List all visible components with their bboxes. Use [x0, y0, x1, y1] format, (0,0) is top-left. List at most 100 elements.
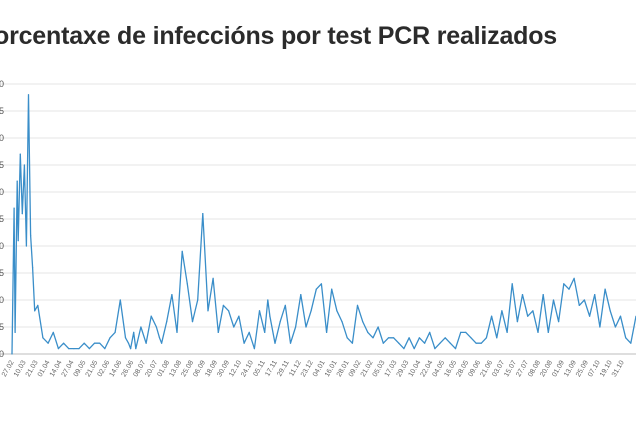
data-point — [434, 348, 436, 350]
data-point — [269, 315, 271, 317]
y-tick-labels: 0 5 10 15 20 25 30 35 40 45 50 — [0, 79, 4, 359]
data-point — [99, 342, 101, 344]
data-point — [496, 337, 498, 339]
data-point — [418, 337, 420, 339]
data-point — [145, 342, 147, 344]
data-point — [465, 331, 467, 333]
data-point — [176, 331, 178, 333]
data-point — [63, 342, 65, 344]
data-point — [599, 326, 601, 328]
data-point — [119, 299, 121, 301]
data-point — [326, 331, 328, 333]
data-point — [480, 342, 482, 344]
data-point — [470, 337, 472, 339]
data-point — [27, 94, 30, 96]
data-point — [19, 153, 21, 155]
data-point — [377, 326, 379, 328]
data-point — [341, 321, 343, 323]
data-point — [135, 348, 137, 350]
series-line — [11, 94, 636, 355]
data-point — [372, 337, 374, 339]
data-point — [532, 310, 534, 312]
chart-title: orcentaxe de infeccións por test PCR rea… — [0, 22, 558, 50]
data-point — [274, 342, 276, 344]
data-point — [310, 310, 312, 312]
data-point — [413, 348, 415, 350]
data-point — [604, 288, 606, 290]
data-point — [197, 299, 199, 301]
data-point — [501, 310, 503, 312]
data-point — [284, 304, 286, 306]
data-point — [140, 326, 142, 328]
data-point — [382, 342, 384, 344]
y-tick-label: 45 — [0, 106, 4, 116]
data-point — [114, 331, 116, 333]
data-point — [449, 342, 451, 344]
data-point — [630, 342, 632, 344]
y-tick-label: 50 — [0, 79, 4, 89]
data-point — [367, 331, 369, 333]
data-point — [305, 326, 307, 328]
gridlines — [0, 83, 636, 355]
data-point — [454, 348, 457, 350]
data-point — [127, 342, 130, 344]
data-point — [207, 310, 209, 312]
data-point — [16, 180, 18, 182]
data-point — [485, 337, 487, 339]
data-point — [17, 240, 19, 242]
data-point — [104, 348, 106, 350]
data-point — [57, 348, 60, 350]
data-point — [336, 310, 338, 312]
data-point — [222, 304, 224, 306]
data-point — [583, 299, 586, 301]
data-point — [537, 331, 539, 333]
data-point — [217, 331, 219, 333]
data-point — [267, 299, 269, 301]
data-point — [238, 315, 240, 317]
y-tick-label: 25 — [0, 214, 4, 224]
data-point — [331, 288, 333, 290]
data-point — [320, 283, 322, 285]
data-point — [609, 310, 611, 312]
data-point — [264, 331, 266, 333]
data-point — [186, 283, 188, 285]
data-point — [300, 294, 302, 296]
data-point — [23, 164, 25, 166]
data-point — [429, 331, 431, 333]
data-point — [52, 331, 54, 333]
data-point — [387, 337, 390, 339]
data-point — [155, 326, 157, 328]
data-point — [511, 283, 513, 285]
data-point — [124, 337, 127, 339]
y-tick-label: 15 — [0, 268, 4, 278]
data-point — [619, 315, 622, 317]
data-point — [14, 331, 16, 333]
y-tick-label: 20 — [0, 241, 4, 251]
data-point — [258, 310, 261, 312]
data-point — [93, 342, 96, 344]
data-point — [351, 342, 353, 344]
data-point — [42, 337, 44, 339]
data-point — [558, 321, 560, 323]
data-point — [444, 337, 446, 339]
data-point — [408, 337, 410, 339]
data-point — [362, 321, 364, 323]
data-point — [130, 348, 132, 350]
data-point — [158, 337, 161, 339]
y-tick-label: 35 — [0, 160, 4, 170]
data-point — [181, 250, 183, 252]
y-tick-label: 5 — [0, 322, 4, 332]
data-point — [68, 348, 70, 350]
data-point — [228, 310, 230, 312]
data-point — [460, 331, 462, 333]
data-point — [315, 288, 317, 290]
data-point — [47, 342, 49, 344]
data-point — [356, 304, 359, 306]
data-point — [491, 315, 493, 317]
data-point — [393, 337, 395, 339]
data-point — [21, 213, 23, 215]
x-tick-label: 31.10 — [611, 359, 626, 378]
data-point — [568, 288, 570, 290]
data-point — [547, 331, 549, 333]
